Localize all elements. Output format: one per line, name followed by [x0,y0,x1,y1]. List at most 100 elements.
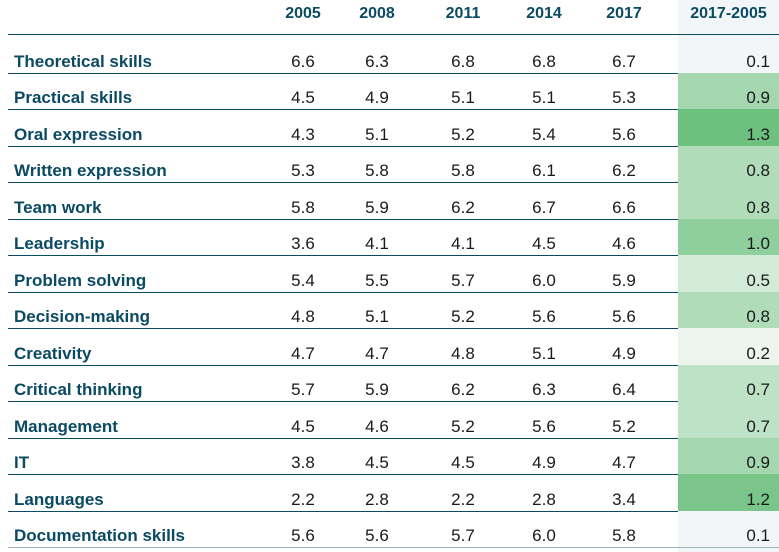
score-2008: 4.5 [365,453,389,472]
header-rule [8,34,779,35]
row-divider [8,291,779,293]
score-2005: 4.5 [291,416,315,436]
table-row: Problem solving 5.4 5.5 5.7 6.0 5.9 0.5 [0,255,779,293]
difference-value: 0.2 [746,343,770,363]
score-2011: 6.2 [451,197,475,217]
difference-cell-fill [678,36,779,73]
skill-label: Oral expression [14,124,143,144]
table-row: Theoretical skills 6.6 6.3 6.8 6.8 6.7 0.1 [0,36,779,74]
difference-cell-fill [678,364,779,401]
score-2011: 6.2 [451,380,475,399]
score-2014: 6.7 [532,197,556,217]
row-divider [8,255,779,256]
score-2005: 4.7 [291,343,315,363]
row-divider [8,218,779,220]
score-2017: 5.6 [612,307,636,326]
table-row: IT 3.8 4.5 4.5 4.9 4.7 0.9 [0,437,779,475]
difference-cell-fill [678,109,779,146]
score-2005: 3.6 [291,234,315,253]
header-difference: 2017-2005 [690,5,767,22]
difference-cell-fill [678,72,779,109]
row-divider [8,401,779,402]
score-2008: 4.7 [365,343,389,363]
score-2014: 6.8 [532,51,556,71]
row-divider [8,474,779,475]
score-2014: 6.0 [532,526,556,545]
score-2014: 6.0 [532,270,556,290]
row-divider [8,437,779,439]
difference-value: 0.8 [746,307,770,326]
score-2011: 6.8 [451,51,475,71]
score-2005: 5.4 [291,270,315,290]
score-2011: 5.2 [451,124,475,144]
skill-label: Decision-making [14,307,151,326]
row-divider [8,364,779,366]
skill-label: Problem solving [14,270,147,290]
score-2014: 5.1 [532,88,556,107]
table-row: Team work 5.8 5.9 6.2 6.7 6.6 0.8 [0,182,779,220]
table-row: Leadership 3.6 4.1 4.1 4.5 4.6 1.0 [0,218,779,256]
difference-value: 0.1 [746,51,770,71]
score-2017: 4.9 [612,343,636,363]
difference-cell-fill [678,218,779,255]
difference-value: 0.7 [746,380,770,399]
skill-label: Documentation skills [14,526,185,545]
difference-value: 1.2 [746,489,770,509]
skill-label: Creativity [14,343,92,363]
row-divider [8,510,779,512]
header-2005: 2005 [285,5,321,22]
difference-value: 0.9 [746,453,770,472]
score-2011: 4.5 [451,453,475,472]
score-2011: 4.8 [451,343,475,363]
row-divider [8,72,779,74]
row-divider [8,182,779,183]
score-2017: 6.2 [612,161,636,180]
score-2011: 5.7 [451,526,475,545]
score-2011: 5.8 [451,161,475,180]
difference-value: 0.8 [746,197,770,217]
score-2005: 6.6 [291,51,315,71]
score-2014: 4.5 [532,234,556,253]
skill-label: Practical skills [14,88,133,107]
score-2014: 5.6 [532,416,556,436]
score-2017: 6.7 [612,51,636,71]
score-2011: 5.1 [451,88,475,107]
score-2011: 4.1 [451,234,475,253]
score-2017: 6.4 [612,380,636,399]
table-row: Oral expression 4.3 5.1 5.2 5.4 5.6 1.3 [0,109,779,147]
score-2014: 4.9 [532,453,556,472]
difference-value: 0.9 [746,88,770,107]
difference-value: 1.0 [746,234,770,253]
difference-cell-fill [678,328,779,365]
score-2005: 3.8 [291,453,315,472]
skill-label: Management [14,416,118,436]
score-2005: 4.8 [291,307,315,326]
difference-value: 0.8 [746,161,770,180]
difference-cell-fill [678,291,779,328]
score-2017: 4.6 [612,234,636,253]
score-2008: 6.3 [365,51,389,71]
score-2005: 5.7 [291,380,315,399]
difference-value: 0.5 [746,270,770,290]
difference-cell-fill [678,255,779,292]
score-2011: 2.2 [451,489,475,509]
header-2014: 2014 [526,5,562,22]
score-2014: 5.4 [532,124,556,144]
score-2005: 5.3 [291,161,315,180]
score-2005: 5.8 [291,197,315,217]
score-2017: 5.6 [612,124,636,144]
header-2008: 2008 [359,5,395,22]
row-divider [8,145,779,147]
table-row: Languages 2.2 2.8 2.2 2.8 3.4 1.2 [0,474,779,512]
score-2005: 4.5 [291,88,315,107]
score-2005: 5.6 [291,526,315,545]
row-divider [8,328,779,329]
score-2008: 5.5 [365,270,389,290]
table-row: Documentation skills 5.6 5.6 5.7 6.0 5.8 0.1 [0,510,779,548]
score-2008: 4.1 [365,234,389,253]
score-2014: 6.1 [532,161,556,180]
difference-cell-fill [678,182,779,219]
difference-cell-fill [678,474,779,511]
score-2014: 6.3 [532,380,556,399]
difference-value: 0.7 [746,416,770,436]
